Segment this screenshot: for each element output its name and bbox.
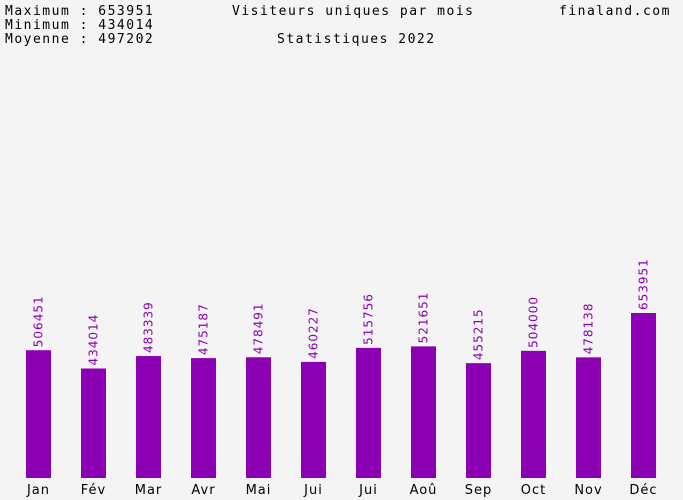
value-label-11: 478138 (582, 303, 596, 355)
value-label-1: 506451 (32, 295, 46, 347)
value-label-5: 478491 (252, 302, 266, 354)
bar-6 (301, 361, 326, 478)
value-label-9: 455215 (472, 308, 486, 360)
value-label-3: 483339 (142, 301, 156, 353)
bar-3 (136, 356, 161, 478)
bar-10 (521, 350, 546, 478)
month-label-4: Avr (191, 483, 215, 498)
month-label-8: Aoû (410, 483, 438, 498)
month-label-1: Jan (26, 483, 50, 498)
month-label-3: Mar (135, 483, 163, 498)
chart-title: Visiteurs uniques par mois (232, 4, 475, 19)
value-label-12: 653951 (637, 258, 651, 310)
bar-11 (576, 357, 601, 478)
bar-1 (26, 350, 51, 478)
bar-8 (411, 346, 436, 478)
min-stat: Minimum : 434014 (5, 18, 155, 33)
month-label-7: Jui (358, 483, 378, 498)
chart-subtitle: Statistiques 2022 (277, 32, 436, 47)
value-label-7: 515756 (362, 293, 376, 345)
bar-4 (191, 358, 216, 478)
bar-9 (466, 363, 491, 478)
bar-12 (631, 313, 656, 478)
month-label-9: Sep (465, 483, 493, 498)
month-label-2: Fév (81, 483, 106, 498)
month-label-5: Mai (246, 483, 272, 498)
avg-stat: Moyenne : 497202 (5, 32, 155, 47)
site-name: finaland.com (559, 4, 671, 19)
bar-7 (356, 347, 381, 478)
value-label-2: 434014 (87, 314, 101, 366)
month-label-11: Nov (574, 483, 602, 498)
value-label-6: 460227 (307, 307, 321, 359)
bar-5 (246, 357, 271, 478)
value-label-8: 521651 (417, 292, 431, 344)
month-label-6: Jui (303, 483, 323, 498)
bar-2 (81, 368, 106, 478)
month-label-12: Déc (629, 483, 657, 498)
max-stat: Maximum : 653951 (5, 4, 155, 19)
value-label-4: 475187 (197, 303, 211, 355)
value-label-10: 504000 (527, 296, 541, 348)
month-label-10: Oct (521, 483, 546, 498)
